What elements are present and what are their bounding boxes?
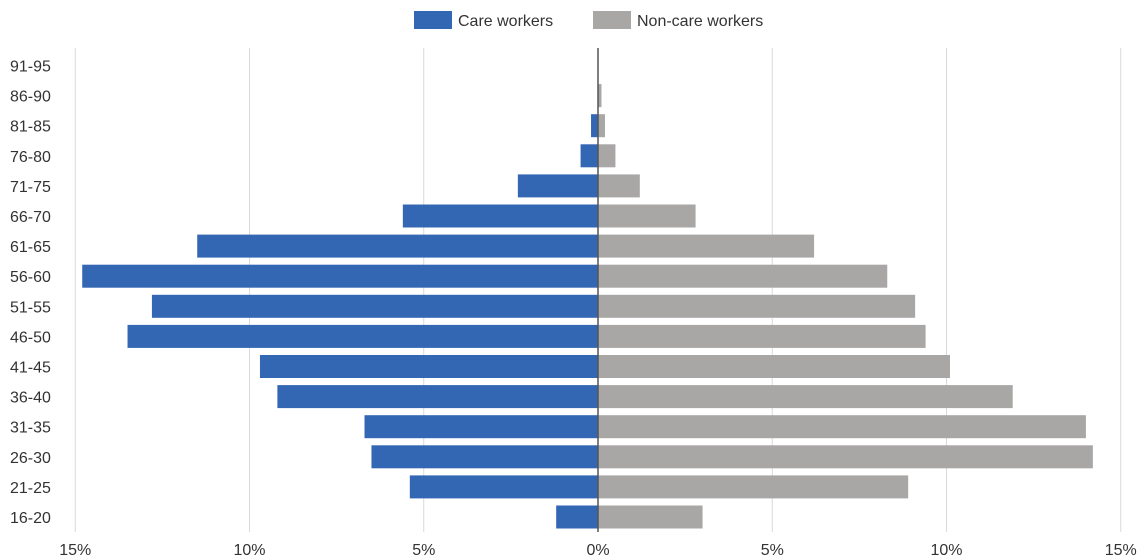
legend-label-non-care-workers: Non-care workers	[637, 13, 763, 30]
bar-non-care-workers-31-35	[598, 415, 1086, 439]
x-tick-label: 5%	[761, 542, 784, 559]
bar-care-workers-16-20	[556, 505, 598, 529]
bar-care-workers-46-50	[127, 324, 599, 348]
x-tick-label: 10%	[233, 542, 265, 559]
x-tick-label: 0%	[586, 542, 609, 559]
bar-non-care-workers-36-40	[598, 385, 1013, 409]
bar-non-care-workers-51-55	[598, 294, 916, 318]
legend: Care workers Non-care workers	[414, 11, 763, 30]
y-tick-label: 26-30	[10, 450, 51, 467]
y-tick-label: 16-20	[10, 510, 51, 527]
y-tick-label: 51-55	[10, 299, 51, 316]
bar-care-workers-36-40	[277, 385, 598, 409]
y-tick-label: 81-85	[10, 119, 51, 136]
y-tick-label: 61-65	[10, 239, 51, 256]
bar-non-care-workers-26-30	[598, 445, 1093, 469]
bar-non-care-workers-61-65	[598, 234, 815, 258]
bar-non-care-workers-81-85	[598, 114, 605, 138]
bar-care-workers-71-75	[517, 174, 598, 198]
y-tick-label: 36-40	[10, 390, 51, 407]
gridlines	[74, 48, 1122, 532]
bar-care-workers-26-30	[371, 445, 598, 469]
y-tick-label: 31-35	[10, 420, 51, 437]
category-axis: 16-20 21-25 26-30 31-35 36-40 41-45 46-50 51-55…	[10, 59, 51, 528]
bar-care-workers-66-70	[402, 204, 598, 228]
legend-swatch-non-care-workers	[593, 11, 631, 29]
bar-non-care-workers-21-25	[598, 475, 909, 499]
y-tick-label: 56-60	[10, 269, 51, 286]
value-axis: 15% 10% 5% 0% 5% 10% 15%	[59, 542, 1137, 559]
bar-care-workers-56-60	[82, 264, 599, 288]
y-tick-label: 91-95	[10, 59, 51, 76]
x-tick-label: 10%	[930, 542, 962, 559]
x-tick-label: 15%	[1105, 542, 1137, 559]
y-tick-label: 46-50	[10, 329, 51, 346]
x-tick-label: 15%	[59, 542, 91, 559]
y-tick-label: 21-25	[10, 480, 51, 497]
bar-non-care-workers-46-50	[598, 324, 926, 348]
bar-care-workers-76-80	[580, 144, 598, 168]
bar-care-workers-51-55	[151, 294, 599, 318]
y-tick-label: 86-90	[10, 89, 51, 106]
bar-non-care-workers-71-75	[598, 174, 640, 198]
y-tick-label: 41-45	[10, 360, 51, 377]
bar-non-care-workers-16-20	[598, 505, 703, 529]
bar-care-workers-21-25	[409, 475, 598, 499]
legend-swatch-care-workers	[414, 11, 452, 29]
bar-care-workers-61-65	[197, 234, 598, 258]
bar-non-care-workers-41-45	[598, 355, 950, 378]
bar-non-care-workers-86-90	[598, 84, 602, 108]
bar-care-workers-41-45	[259, 355, 598, 378]
y-tick-label: 76-80	[10, 149, 51, 166]
bar-non-care-workers-76-80	[598, 144, 616, 168]
bars	[82, 84, 1093, 529]
legend-label-care-workers: Care workers	[458, 13, 553, 30]
bar-non-care-workers-66-70	[598, 204, 696, 228]
y-tick-label: 71-75	[10, 179, 51, 196]
bar-non-care-workers-56-60	[598, 264, 888, 288]
bar-care-workers-81-85	[591, 114, 598, 138]
bar-care-workers-31-35	[364, 415, 598, 439]
y-tick-label: 66-70	[10, 209, 51, 226]
x-tick-label: 5%	[412, 542, 435, 559]
